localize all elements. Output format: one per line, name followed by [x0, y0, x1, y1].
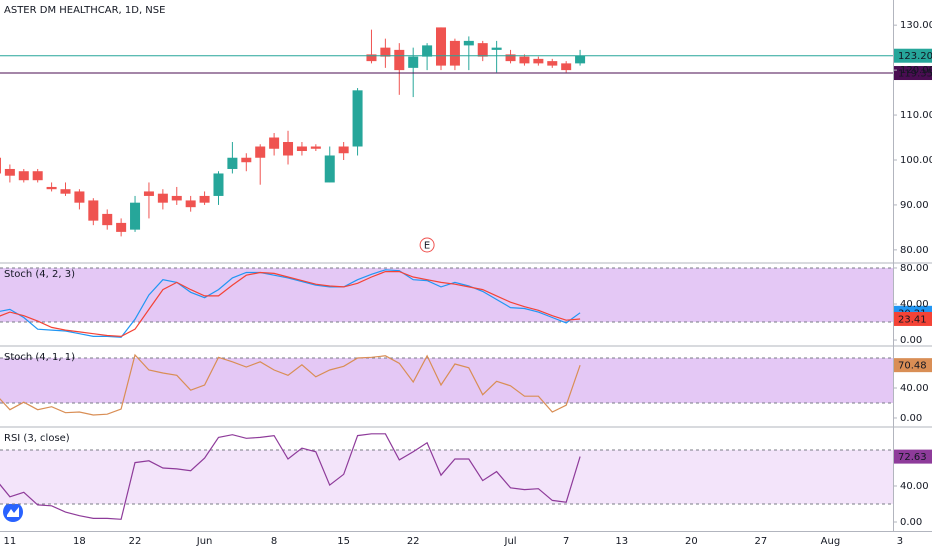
candle-body — [491, 47, 502, 50]
series-line — [0, 269, 581, 338]
y-tick-label: 0.00 — [900, 335, 922, 346]
x-tick-label: 8 — [271, 536, 277, 547]
candle-body — [227, 157, 238, 169]
y-tick-label: 80.00 — [900, 263, 929, 274]
pane-title: RSI (3, close) — [4, 433, 70, 444]
candle-body — [171, 195, 182, 201]
candle-body — [394, 49, 405, 71]
y-tick-label: 110.00 — [900, 110, 932, 121]
candle-body — [561, 63, 572, 71]
x-tick-label: 15 — [337, 536, 350, 547]
x-tick-label: 20 — [685, 536, 698, 547]
candle-body — [422, 45, 433, 57]
series-line — [0, 271, 581, 338]
x-tick-label: 3 — [897, 536, 903, 547]
candle-body — [533, 58, 544, 64]
candle-body — [143, 191, 154, 196]
candle-body — [157, 193, 168, 203]
band-fill — [0, 449, 893, 504]
candle-body — [116, 222, 127, 232]
candle-body — [435, 27, 447, 66]
y-tick-label: 40.00 — [900, 299, 929, 310]
y-tick-label: 0.00 — [900, 517, 922, 528]
value-badge — [894, 311, 932, 326]
chart-title: ASTER DM HEALTHCAR, 1D, NSE — [4, 5, 165, 16]
candle-body — [310, 146, 321, 149]
y-tick-label: 80.00 — [900, 245, 929, 256]
candle-body — [46, 186, 57, 190]
value-label: 23.41 — [898, 314, 927, 325]
x-tick-label: Jun — [196, 536, 213, 547]
candle-body — [463, 40, 474, 46]
y-tick-label: 0.00 — [900, 413, 922, 424]
y-tick-label: 40.00 — [900, 383, 929, 394]
candle-body — [255, 146, 266, 158]
candle-body — [241, 157, 252, 163]
y-tick-label: 90.00 — [900, 200, 929, 211]
x-tick-label: 18 — [73, 536, 86, 547]
candle-body — [477, 43, 488, 57]
candle-body — [4, 168, 15, 176]
x-tick-label: 13 — [615, 536, 628, 547]
candle-body — [408, 56, 419, 68]
x-tick-label: 27 — [755, 536, 768, 547]
candle-body — [18, 171, 29, 181]
x-tick-label: Aug — [821, 536, 841, 547]
candle-body — [102, 213, 113, 226]
candle-body — [199, 195, 210, 203]
y-tick-label: 130.00 — [900, 20, 932, 31]
candle-body — [324, 155, 335, 183]
value-label: 70.48 — [898, 361, 927, 372]
x-tick-label: 11 — [4, 536, 17, 547]
candle-body — [130, 202, 141, 230]
candle-body — [366, 54, 377, 62]
candle-body — [185, 200, 196, 208]
candle-body — [380, 47, 391, 57]
earnings-marker — [419, 237, 435, 253]
pane-title: Stoch (4, 1, 1) — [4, 352, 75, 363]
value-badge — [894, 449, 932, 464]
candle-body — [547, 61, 558, 66]
candle-body — [269, 137, 280, 149]
x-tick-label: Jul — [504, 536, 517, 547]
x-tick-label: 22 — [407, 536, 420, 547]
y-tick-label: 120.00 — [900, 65, 932, 76]
candle-body — [575, 55, 586, 64]
candle-body — [74, 191, 85, 203]
x-tick-label: 22 — [129, 536, 142, 547]
price-badge — [894, 48, 932, 63]
candle-body — [0, 157, 1, 174]
price-badge — [894, 66, 932, 81]
band-fill — [0, 358, 893, 403]
candle-body — [32, 171, 43, 181]
price-label: 119.35 — [898, 69, 932, 80]
candle-body — [213, 173, 224, 196]
candle-body — [505, 54, 516, 62]
candle-body — [60, 189, 71, 194]
logo-glyph — [7, 507, 19, 517]
band-fill — [0, 267, 893, 323]
series-line — [0, 353, 581, 416]
value-label: 72.63 — [898, 452, 927, 463]
candle-body — [338, 146, 349, 154]
candle-body — [519, 56, 530, 64]
candle-body — [88, 200, 99, 221]
candle-body — [296, 146, 307, 151]
earnings-label: E — [424, 241, 430, 252]
logo — [3, 502, 23, 522]
price-label: 123.20 — [898, 51, 932, 62]
candle-body — [449, 40, 460, 66]
pane-title: Stoch (4, 2, 3) — [4, 269, 75, 280]
y-tick-label: 100.00 — [900, 155, 932, 166]
candle-body — [283, 142, 294, 156]
value-badge — [894, 358, 932, 373]
candle-body — [352, 90, 363, 147]
series-line — [0, 433, 581, 520]
x-tick-label: 7 — [563, 536, 569, 547]
y-tick-label: 40.00 — [900, 481, 929, 492]
